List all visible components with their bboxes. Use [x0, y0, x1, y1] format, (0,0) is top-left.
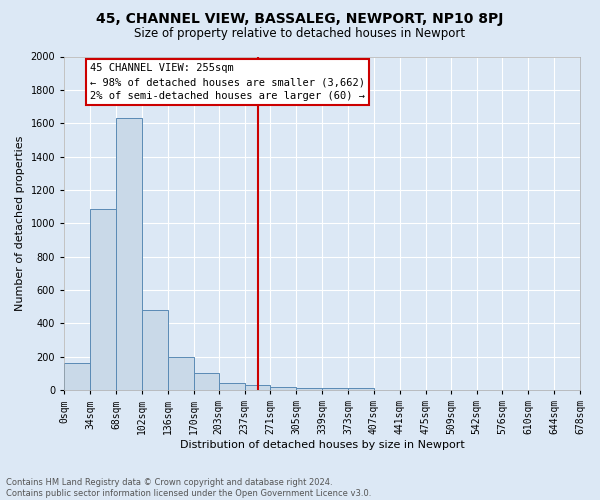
Bar — [296, 388, 322, 390]
Y-axis label: Number of detached properties: Number of detached properties — [15, 136, 25, 311]
Bar — [348, 388, 374, 390]
Bar — [116, 118, 142, 390]
Bar — [218, 384, 245, 390]
Bar — [245, 385, 271, 390]
Text: 45 CHANNEL VIEW: 255sqm
← 98% of detached houses are smaller (3,662)
2% of semi-: 45 CHANNEL VIEW: 255sqm ← 98% of detache… — [90, 63, 365, 101]
Text: Contains HM Land Registry data © Crown copyright and database right 2024.
Contai: Contains HM Land Registry data © Crown c… — [6, 478, 371, 498]
Bar — [142, 310, 167, 390]
Text: Size of property relative to detached houses in Newport: Size of property relative to detached ho… — [134, 28, 466, 40]
Bar — [90, 209, 116, 390]
Bar — [271, 387, 296, 390]
Text: 45, CHANNEL VIEW, BASSALEG, NEWPORT, NP10 8PJ: 45, CHANNEL VIEW, BASSALEG, NEWPORT, NP1… — [97, 12, 503, 26]
Bar — [167, 357, 194, 390]
Bar — [322, 388, 348, 390]
X-axis label: Distribution of detached houses by size in Newport: Distribution of detached houses by size … — [180, 440, 464, 450]
Bar — [194, 374, 218, 390]
Bar — [64, 364, 90, 390]
